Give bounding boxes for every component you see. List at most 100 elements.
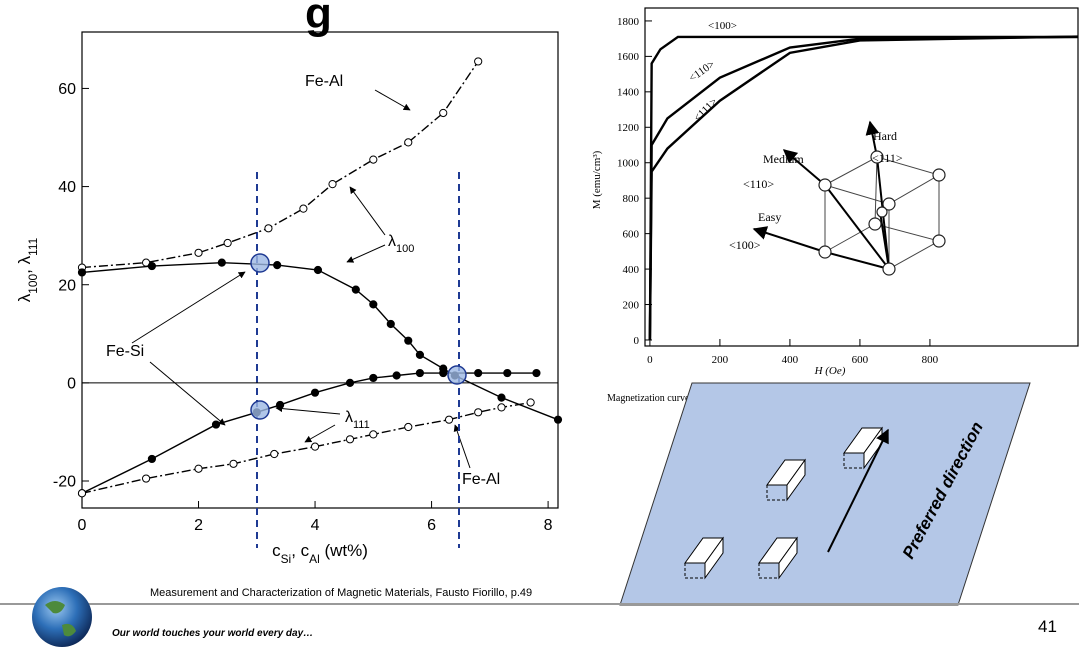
x-tick-label: 800 — [922, 354, 939, 366]
y-tick-label: 1800 — [617, 16, 640, 28]
annotation-arrows — [131, 89, 471, 469]
data-point — [223, 238, 232, 248]
data-point — [369, 300, 378, 309]
y-axis-label-part: , λ — [15, 255, 34, 273]
data-point — [194, 248, 203, 257]
annotation: Fe-Al — [305, 73, 343, 90]
data-point — [77, 489, 87, 498]
series-line — [648, 35, 1079, 340]
data-point — [141, 474, 151, 483]
data-point — [369, 430, 378, 439]
data-point — [474, 368, 483, 378]
cube-label: Easy — [758, 210, 781, 224]
y-tick-label: 400 — [623, 264, 640, 276]
data-point — [328, 180, 337, 189]
data-point — [147, 454, 157, 464]
guide-lines — [256, 172, 460, 548]
y-tick-label: 1400 — [617, 87, 640, 99]
x-tick-label: 6 — [427, 517, 436, 534]
data-point — [474, 57, 483, 66]
x-axis-label-part: , c — [291, 541, 309, 560]
data-point — [404, 422, 413, 432]
annotation: Fe-Al — [462, 471, 500, 488]
y-tick-label: 1000 — [617, 158, 640, 170]
cube-label: <110> — [743, 177, 774, 191]
data-point — [77, 268, 87, 277]
data-point — [351, 285, 360, 294]
data-point — [532, 368, 541, 378]
data-point — [392, 371, 401, 380]
x-axis-label-part: Al — [309, 552, 320, 566]
data-point — [310, 388, 320, 397]
data-point — [299, 204, 308, 213]
data-point — [415, 368, 425, 378]
y-tick-label: 40 — [58, 179, 76, 196]
data-point — [497, 393, 506, 402]
plot-frame — [644, 7, 1079, 347]
series-line — [81, 61, 479, 269]
footer-tagline: Our world touches your world every day… — [112, 628, 313, 639]
series-line — [81, 261, 559, 421]
x-axis-label: cSi, cAl (wt%) — [272, 541, 368, 566]
cube-labels: Hard <111> Medium <110> Easy <100> — [729, 129, 903, 252]
data-point — [439, 368, 448, 378]
y-tick-label: 1600 — [617, 51, 640, 63]
annotation: Fe-Si — [106, 343, 144, 360]
data-point — [264, 224, 273, 233]
cube-vertices — [818, 150, 946, 276]
preferred-direction-diagram: Preferred direction — [619, 382, 1031, 606]
annotation: λ100 — [388, 233, 414, 255]
cube-label: <100> — [729, 238, 761, 252]
data-point — [415, 350, 425, 359]
y-tick-label: 1200 — [617, 122, 640, 134]
data-point — [313, 265, 323, 275]
y-axis-label-part: 111 — [26, 237, 40, 255]
annotation-text: λ — [388, 233, 396, 250]
y-axis-label: M (emu/cm³) — [591, 150, 603, 209]
cube-label: Medium — [763, 152, 804, 166]
data-point — [310, 442, 320, 451]
annotation-text: λ — [345, 409, 353, 426]
data-point — [275, 400, 285, 410]
data-point — [526, 398, 535, 407]
y-tick-label: -20 — [53, 474, 76, 491]
annotation-text: Fe-Al — [305, 73, 343, 90]
x-tick-label: 0 — [78, 517, 87, 534]
y-axis-label: λ100, λ111 — [15, 237, 40, 302]
data-point — [273, 260, 282, 270]
x-tick-label: 600 — [852, 354, 869, 366]
data-point — [497, 403, 506, 412]
page-number: 41 — [1038, 617, 1057, 636]
y-tick-label: 0 — [634, 335, 640, 347]
data-point — [444, 415, 454, 424]
x-axis-label: H (Oe) — [814, 365, 846, 377]
annotation-sub: 100 — [396, 243, 414, 255]
globe-logo — [32, 587, 92, 647]
y-tick-label: 600 — [623, 228, 640, 240]
data-point — [474, 408, 483, 417]
data-point — [369, 155, 378, 164]
right-chart: Hard <111> Medium <110> Easy <100> Magne… — [591, 7, 1079, 404]
annotation-sub: 111 — [353, 419, 370, 431]
data-point — [147, 261, 157, 271]
data-point — [553, 415, 563, 424]
data-point — [229, 459, 238, 468]
data-point — [439, 108, 448, 118]
data-point — [404, 138, 413, 147]
footer: Measurement and Characterization of Magn… — [0, 587, 1079, 647]
data-point — [386, 319, 395, 329]
cube-label: <111> — [872, 151, 903, 165]
data-point — [211, 420, 221, 429]
series-line — [81, 372, 537, 494]
y-axis-label-part: 100 — [26, 273, 40, 293]
x-tick-label: 200 — [712, 354, 729, 366]
data-point — [217, 258, 226, 267]
x-axis-label-part: c — [272, 541, 281, 560]
data-point — [404, 336, 413, 345]
data-point — [270, 449, 279, 459]
source: Measurement and Characterization of Magn… — [150, 587, 532, 599]
data-point — [345, 435, 355, 444]
x-tick-label: 2 — [194, 517, 203, 534]
y-tick-label: 60 — [58, 81, 76, 98]
y-tick-label: 0 — [67, 375, 76, 392]
